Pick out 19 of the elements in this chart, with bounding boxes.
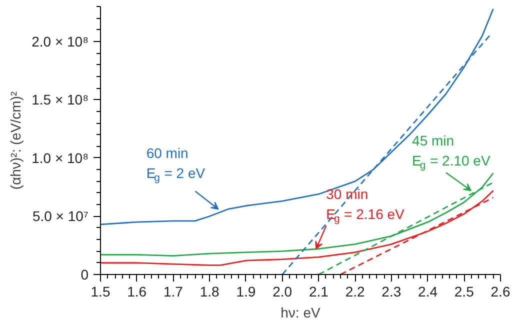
x-tick-label: 1.8: [200, 284, 220, 300]
y-axis-title: (αhν)²: (eV/cm)²: [8, 91, 24, 190]
x-tick-label: 2.5: [454, 284, 474, 300]
x-tick-label: 2.1: [308, 284, 329, 300]
x-tick-label: 2.2: [345, 284, 365, 300]
y-tick-label: 1.5 × 10⁸: [32, 92, 89, 108]
x-tick-label: 1.6: [127, 284, 147, 300]
y-tick-label: 0: [80, 266, 89, 282]
y-tick-label: 1.0 × 10⁸: [32, 150, 89, 166]
x-tick-label: 2.6: [490, 284, 510, 300]
y-tick-label: 2.0 × 10⁸: [32, 33, 89, 50]
y-tick-label: 5.0 × 10⁷: [32, 208, 89, 224]
x-tick-label: 1.7: [163, 284, 184, 300]
x-tick-label: 2.0: [272, 284, 292, 300]
x-tick-label: 2.4: [418, 284, 438, 300]
x-tick-label: 2.3: [382, 284, 402, 300]
x-tick-label: 1.5: [90, 284, 110, 300]
x-tick-label: 1.9: [236, 284, 256, 300]
x-axis-title: hν: eV: [280, 304, 322, 320]
